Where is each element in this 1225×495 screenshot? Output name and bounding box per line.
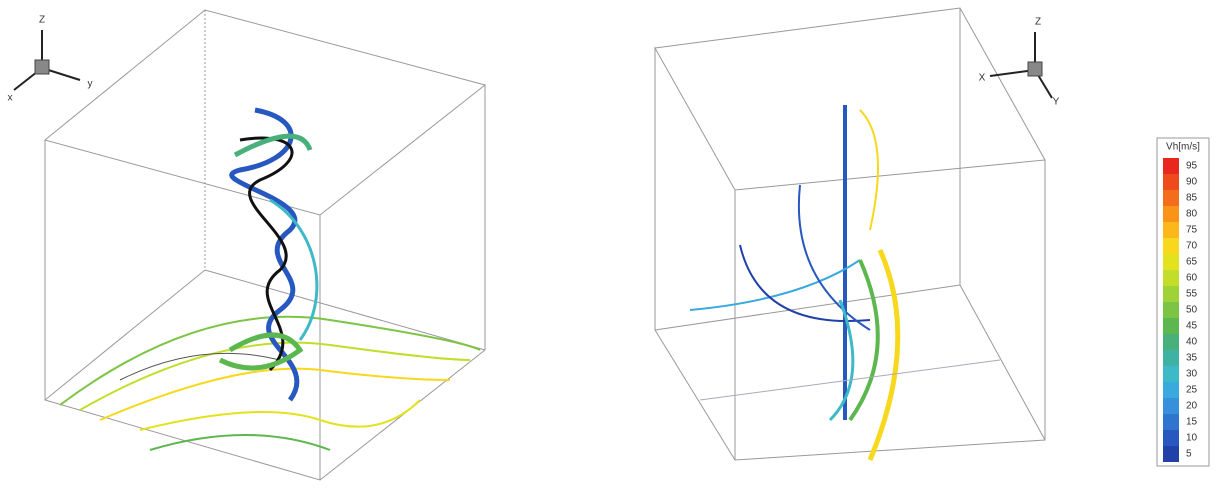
axis-label: x: [8, 93, 13, 104]
left-axis-triad: Z y x: [8, 15, 93, 104]
colorbar-label: 40: [1186, 337, 1198, 348]
colorbar-label: 35: [1186, 353, 1198, 364]
colorbar-swatch: [1163, 206, 1179, 222]
colorbar-swatch: [1163, 430, 1179, 446]
axis-label: Y: [1053, 97, 1060, 108]
colorbar-swatch: [1163, 190, 1179, 206]
colorbar-label: 60: [1186, 273, 1198, 284]
colorbar-label: 5: [1186, 449, 1192, 460]
colorbar-label: 45: [1186, 321, 1198, 332]
left-floor: [59, 315, 481, 451]
colorbar-swatch: [1163, 398, 1179, 414]
colorbar-swatch: [1163, 302, 1179, 318]
colorbar-swatch: [1163, 350, 1179, 366]
colorbar-label: 80: [1186, 209, 1198, 220]
axis-label: Z: [39, 15, 45, 26]
colorbar-swatch: [1163, 334, 1179, 350]
colorbar-swatch: [1163, 238, 1179, 254]
colorbar-label: 85: [1186, 193, 1198, 204]
colorbar-label: 25: [1186, 385, 1198, 396]
colorbar-label: 55: [1186, 289, 1198, 300]
right-box: [654, 7, 1046, 461]
colorbar-swatch: [1163, 222, 1179, 238]
colorbar-label: 65: [1186, 257, 1198, 268]
colorbar-swatch: [1163, 318, 1179, 334]
colorbar-swatch: [1163, 286, 1179, 302]
colorbar-swatch: [1163, 382, 1179, 398]
colorbar-label: 95: [1186, 161, 1198, 172]
colorbar-swatch: [1163, 158, 1179, 174]
colorbar-label: 10: [1186, 433, 1198, 444]
colorbar-label: 70: [1186, 241, 1198, 252]
colorbar-swatch: [1163, 446, 1179, 462]
colorbar-title: Vh[m/s]: [1166, 142, 1200, 153]
axis-label: y: [88, 79, 93, 90]
right-axis-triad: Z X Y: [979, 17, 1060, 108]
axis-label: X: [979, 73, 986, 84]
colorbar-swatch: [1163, 270, 1179, 286]
axis-label: Z: [1035, 17, 1041, 28]
colorbar: Vh[m/s] 95 90 85 80 75 70 65 60 55 50 45 40 35 30 25 20…: [1156, 137, 1210, 467]
colorbar-swatch: [1163, 366, 1179, 382]
left-box: [44, 9, 487, 481]
colorbar-swatch: [1163, 254, 1179, 270]
colorbar-label: 75: [1186, 225, 1198, 236]
colorbar-swatch: [1163, 414, 1179, 430]
colorbar-label: 50: [1186, 305, 1198, 316]
colorbar-label: 15: [1186, 417, 1198, 428]
colorbar-label: 20: [1186, 401, 1198, 412]
colorbar-swatch: [1163, 174, 1179, 190]
left-vortex: [218, 107, 319, 402]
colorbar-label: 30: [1186, 369, 1198, 380]
colorbar-label: 90: [1186, 177, 1198, 188]
right-streamlines: [689, 105, 1001, 461]
